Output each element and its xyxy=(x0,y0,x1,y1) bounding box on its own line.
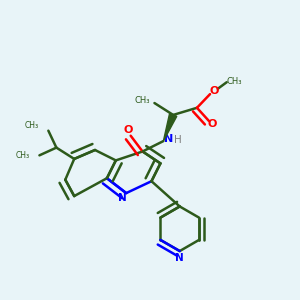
Text: N: N xyxy=(175,253,184,262)
Text: CH₃: CH₃ xyxy=(16,152,30,160)
Text: N: N xyxy=(164,134,173,144)
Polygon shape xyxy=(164,114,177,141)
Text: CH₃: CH₃ xyxy=(25,121,39,130)
Text: O: O xyxy=(124,125,133,135)
Text: N: N xyxy=(118,193,127,203)
Text: CH₃: CH₃ xyxy=(227,77,242,86)
Text: CH₃: CH₃ xyxy=(134,96,150,105)
Text: O: O xyxy=(209,86,219,96)
Text: H: H xyxy=(174,135,182,145)
Text: O: O xyxy=(208,119,217,129)
